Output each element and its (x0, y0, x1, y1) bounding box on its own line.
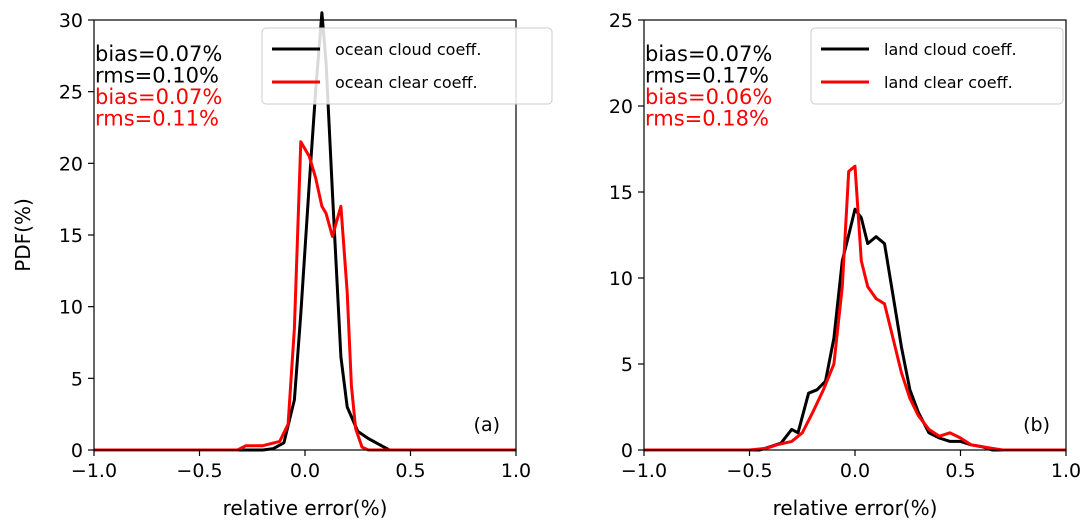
stat-annotation: bias=0.07% (95, 42, 222, 66)
x-tick-label: −1.0 (71, 460, 117, 482)
series-line-clear (644, 164, 1066, 452)
y-tick-label: 25 (609, 10, 633, 32)
x-tick-label: −0.5 (726, 460, 772, 482)
legend-entry: ocean clear coeff. (335, 73, 478, 92)
legend-box (810, 27, 1064, 105)
x-tick-label: 1.0 (501, 460, 531, 482)
stat-annotation: bias=0.06% (645, 85, 772, 109)
y-tick-label: 15 (59, 225, 83, 247)
series-line-cloud (644, 207, 1066, 452)
legend: land cloud coeff. land clear coeff. (810, 27, 1064, 105)
y-tick-label: 30 (59, 10, 83, 32)
stat-annotation: bias=0.07% (645, 42, 772, 66)
x-tick-label: −0.5 (176, 460, 222, 482)
x-tick-label: −1.0 (621, 460, 667, 482)
x-axis-label: relative error(%) (223, 496, 388, 520)
x-tick-label: 0.5 (945, 460, 975, 482)
legend-entry: land clear coeff. (884, 73, 1013, 92)
x-tick-label: 0.0 (290, 460, 320, 482)
legend-box (261, 27, 553, 105)
y-axis-label: PDF(%) (11, 198, 35, 272)
stat-annotation: rms=0.18% (645, 107, 769, 131)
panel-label: (a) (474, 414, 500, 436)
panel-a: −1.0 −0.5 0.0 0.5 1.0 0 5 10 15 20 25 30 relative er… (11, 10, 553, 520)
y-tick-label: 10 (609, 268, 633, 290)
y-tick-label: 0 (621, 440, 633, 462)
legend: ocean cloud coeff. ocean clear coeff. (261, 27, 553, 105)
y-tick-label: 5 (71, 368, 83, 390)
y-tick-label: 25 (59, 82, 83, 104)
series-line-cloud (94, 11, 516, 452)
x-tick-label: 1.0 (1051, 460, 1081, 482)
y-tick-label: 20 (609, 96, 633, 118)
stat-annotation: rms=0.11% (95, 107, 219, 131)
y-tick-label: 10 (59, 297, 83, 319)
stat-annotation: rms=0.10% (95, 64, 219, 88)
stat-annotation: bias=0.07% (95, 85, 222, 109)
x-tick-label: 0.0 (840, 460, 870, 482)
x-tick-label: 0.5 (395, 460, 425, 482)
y-tick-label: 15 (609, 182, 633, 204)
y-tick-label: 20 (59, 153, 83, 175)
series-line-clear (94, 140, 516, 452)
panel-b: −1.0 −0.5 0.0 0.5 1.0 0 5 10 15 20 25 relative erro… (609, 10, 1081, 520)
panel-label: (b) (1023, 414, 1050, 436)
legend-entry: ocean cloud coeff. (335, 40, 481, 59)
y-tick-label: 5 (621, 354, 633, 376)
x-axis-label: relative error(%) (773, 496, 938, 520)
stat-annotation: rms=0.17% (645, 64, 769, 88)
y-tick-label: 0 (71, 440, 83, 462)
legend-entry: land cloud coeff. (884, 40, 1017, 59)
